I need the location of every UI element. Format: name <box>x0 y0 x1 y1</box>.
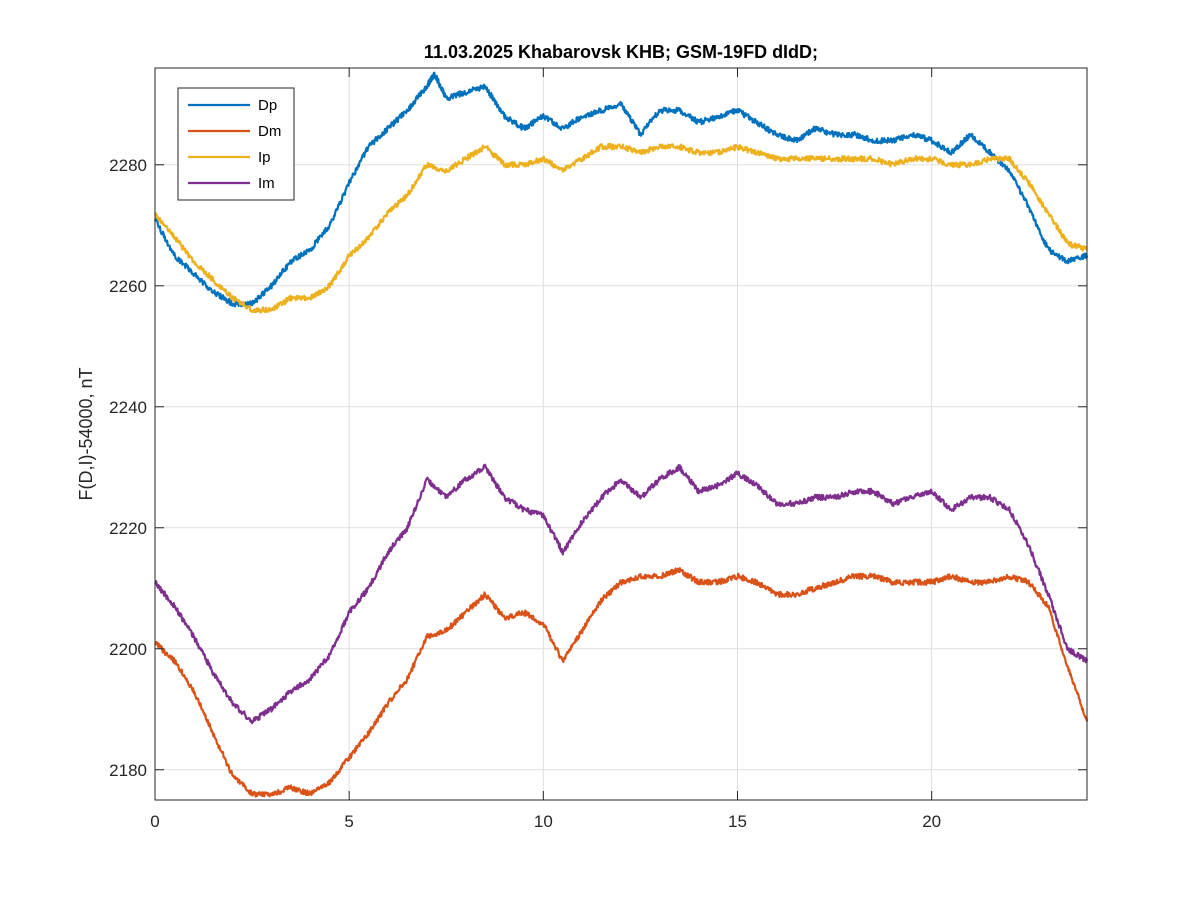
x-tick-label: 20 <box>922 812 941 831</box>
y-tick-label: 2220 <box>109 519 147 538</box>
y-tick-label: 2240 <box>109 398 147 417</box>
x-tick-label: 0 <box>150 812 159 831</box>
legend: Dp Dm Ip Im <box>177 87 295 201</box>
chart-title: 11.03.2025 Khabarovsk KHB; GSM-19FD dIdD… <box>424 42 818 62</box>
y-tick-label: 2200 <box>109 640 147 659</box>
series-line-im <box>154 463 1089 725</box>
x-tick-label: 10 <box>534 812 553 831</box>
legend-label-ip: Ip <box>258 149 271 166</box>
x-tick-label: 5 <box>344 812 353 831</box>
series-line-ip <box>153 142 1088 314</box>
legend-label-dp: Dp <box>258 97 277 114</box>
legend-box <box>177 87 295 201</box>
series-lines <box>153 71 1089 798</box>
x-tick-label: 15 <box>728 812 747 831</box>
plot-frame <box>154 67 1088 801</box>
y-axis-label: F(D,I)-54000, nT <box>76 367 96 500</box>
y-tick-label: 2180 <box>109 761 147 780</box>
legend-label-dm: Dm <box>258 123 281 140</box>
legend-label-im: Im <box>258 175 275 192</box>
axis-ticks <box>154 68 1087 800</box>
series-line-dm <box>154 567 1089 798</box>
y-tick-label: 2280 <box>109 156 147 175</box>
series-line-dp <box>153 71 1089 308</box>
tick-labels: 0 5 10 15 20 2180 2200 2220 2240 2260 2280 <box>109 156 941 831</box>
grid <box>154 68 1087 800</box>
y-tick-label: 2260 <box>109 277 147 296</box>
